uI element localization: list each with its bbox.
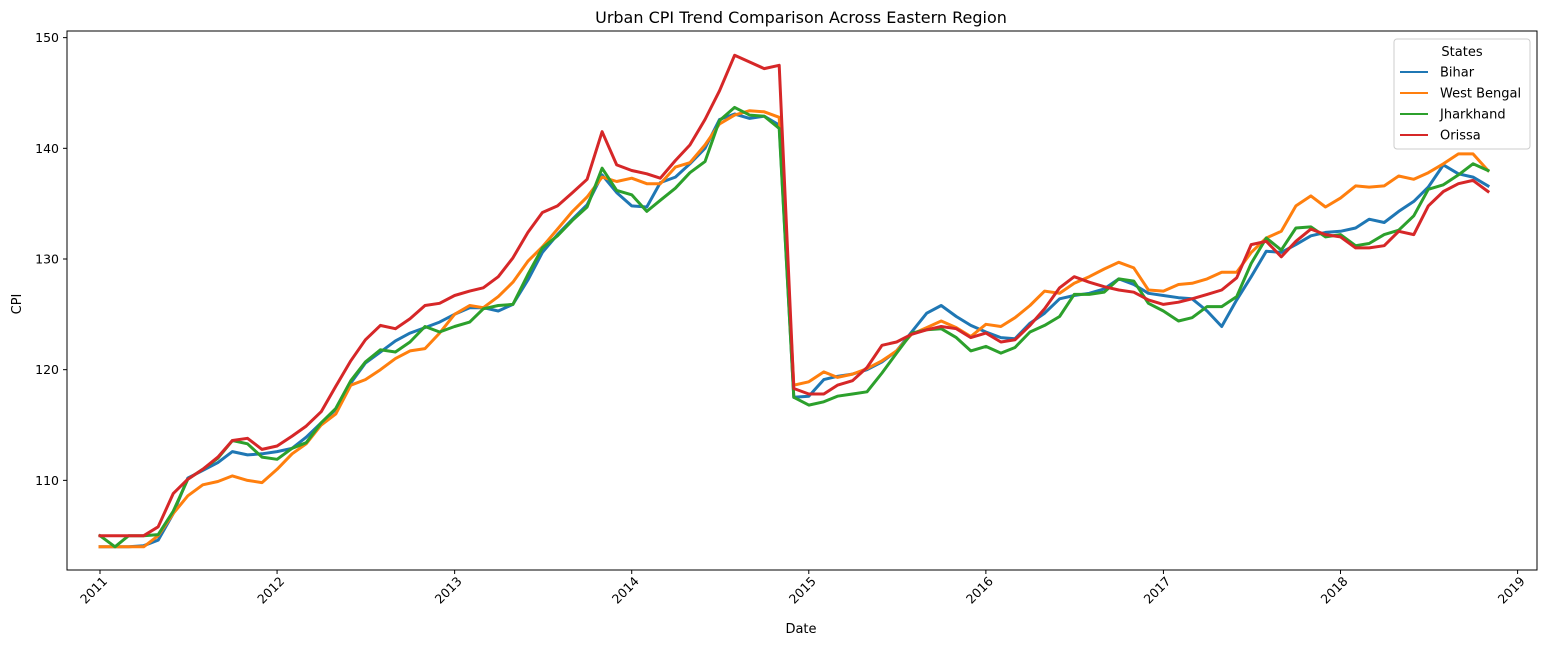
legend-title: States [1441,45,1482,60]
legend-items: Bihar West Bengal Jharkhand Orissa [1400,66,1521,144]
series-line-west-bengal [98,109,1491,549]
series-line-bihar [98,112,1491,549]
x-tick-label: 2013 [432,574,465,607]
legend-entry: Orissa [1400,129,1481,144]
y-tick-label: 130 [35,251,59,266]
legend-entry: West Bengal [1400,87,1521,102]
legend: States Bihar West Bengal Jharkhand Orissa [1393,38,1531,150]
y-tick-label: 110 [35,473,59,488]
series-line-jharkhand [97,105,1490,549]
x-tick-label: 2019 [1495,573,1528,606]
x-tick-label: 2011 [77,574,110,607]
plot-frame [66,30,1538,571]
y-axis-ticks: 110 120 130 140 150 [35,30,67,488]
legend-entry: Bihar [1400,66,1475,81]
x-tick-label: 2014 [609,573,642,606]
y-tick-label: 120 [35,362,59,377]
legend-box [1393,38,1531,150]
x-tick-label: 2012 [254,574,287,607]
chart-title: Urban CPI Trend Comparison Across Easter… [595,8,1007,27]
legend-label: Orissa [1440,129,1481,144]
y-tick-label: 140 [35,141,59,156]
x-tick-label: 2015 [786,574,819,607]
x-tick-label: 2018 [1318,573,1351,606]
x-tick-label: 2016 [963,573,996,606]
series-layer [97,53,1491,549]
legend-label: Bihar [1440,66,1475,81]
legend-label: Jharkhand [1439,108,1506,123]
series-line-orissa [98,53,1491,538]
x-axis-label: Date [785,622,816,637]
x-tick-label: 2017 [1140,574,1173,607]
legend-label: West Bengal [1440,87,1521,102]
y-axis-label: CPI [10,294,25,315]
legend-entry: Jharkhand [1400,108,1506,123]
x-axis-ticks: 2011 2012 2013 2014 2015 2016 2017 2018 2019 [77,570,1528,607]
y-tick-label: 150 [35,30,59,45]
